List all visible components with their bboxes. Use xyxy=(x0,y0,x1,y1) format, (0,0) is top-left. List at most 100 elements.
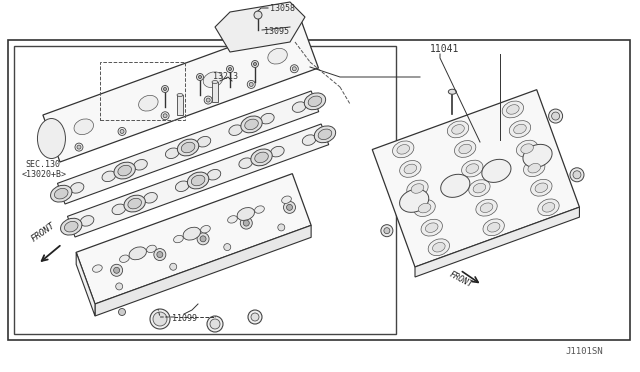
Ellipse shape xyxy=(204,72,223,87)
Ellipse shape xyxy=(302,135,316,145)
Ellipse shape xyxy=(80,216,94,226)
Ellipse shape xyxy=(531,179,552,196)
Ellipse shape xyxy=(181,142,195,153)
Circle shape xyxy=(157,251,163,257)
Ellipse shape xyxy=(433,243,445,252)
Ellipse shape xyxy=(476,199,497,216)
Circle shape xyxy=(384,228,390,234)
Circle shape xyxy=(570,168,584,182)
Ellipse shape xyxy=(521,144,533,153)
Ellipse shape xyxy=(516,140,538,157)
Ellipse shape xyxy=(538,199,559,216)
Ellipse shape xyxy=(282,196,291,203)
Ellipse shape xyxy=(129,247,147,260)
Ellipse shape xyxy=(237,208,255,221)
Ellipse shape xyxy=(74,119,93,135)
Text: J1101SN: J1101SN xyxy=(565,347,603,356)
Text: 11041: 11041 xyxy=(430,44,460,54)
Polygon shape xyxy=(76,174,311,304)
Ellipse shape xyxy=(308,96,322,107)
Circle shape xyxy=(77,145,81,149)
Circle shape xyxy=(111,264,123,276)
Circle shape xyxy=(118,308,125,315)
Ellipse shape xyxy=(212,80,218,83)
Circle shape xyxy=(251,313,259,321)
Ellipse shape xyxy=(399,161,421,177)
Bar xyxy=(177,95,183,115)
Circle shape xyxy=(204,96,212,104)
Ellipse shape xyxy=(183,227,200,240)
Circle shape xyxy=(228,67,232,71)
Ellipse shape xyxy=(292,102,306,112)
Ellipse shape xyxy=(118,165,131,176)
Circle shape xyxy=(75,143,83,151)
Ellipse shape xyxy=(404,164,417,174)
Ellipse shape xyxy=(61,218,82,235)
Text: 13095: 13095 xyxy=(264,27,289,36)
Polygon shape xyxy=(372,90,579,267)
Ellipse shape xyxy=(191,175,205,186)
Text: 11099: 11099 xyxy=(172,314,197,323)
Circle shape xyxy=(573,171,581,179)
Ellipse shape xyxy=(255,152,268,163)
Polygon shape xyxy=(215,2,305,52)
Ellipse shape xyxy=(421,219,442,236)
Circle shape xyxy=(153,312,167,326)
Bar xyxy=(8,40,630,340)
Ellipse shape xyxy=(426,223,438,232)
Ellipse shape xyxy=(483,219,504,236)
Circle shape xyxy=(284,201,296,214)
Circle shape xyxy=(548,109,563,123)
Ellipse shape xyxy=(244,119,259,130)
Circle shape xyxy=(170,263,177,270)
Ellipse shape xyxy=(175,181,189,192)
Ellipse shape xyxy=(70,183,84,193)
Text: 13058: 13058 xyxy=(270,4,295,13)
Ellipse shape xyxy=(318,129,332,140)
Ellipse shape xyxy=(188,172,209,189)
Ellipse shape xyxy=(124,195,145,212)
Ellipse shape xyxy=(200,225,211,233)
Circle shape xyxy=(248,310,262,324)
Circle shape xyxy=(252,61,259,67)
Circle shape xyxy=(161,86,168,93)
Ellipse shape xyxy=(120,255,129,262)
Circle shape xyxy=(287,204,292,210)
Circle shape xyxy=(240,217,252,229)
Ellipse shape xyxy=(480,203,493,212)
Ellipse shape xyxy=(260,113,274,124)
Ellipse shape xyxy=(93,265,102,272)
Ellipse shape xyxy=(139,95,158,111)
Circle shape xyxy=(163,87,166,90)
Ellipse shape xyxy=(459,144,472,154)
Ellipse shape xyxy=(173,235,183,243)
Ellipse shape xyxy=(228,216,237,223)
Circle shape xyxy=(116,283,123,290)
Ellipse shape xyxy=(528,163,541,173)
Text: <13020+B>: <13020+B> xyxy=(22,170,67,179)
Circle shape xyxy=(161,112,169,120)
Ellipse shape xyxy=(523,144,552,167)
Ellipse shape xyxy=(251,149,272,166)
Circle shape xyxy=(150,309,170,329)
Circle shape xyxy=(120,129,124,134)
Ellipse shape xyxy=(411,184,424,193)
Polygon shape xyxy=(76,252,95,316)
Ellipse shape xyxy=(407,180,428,197)
Circle shape xyxy=(114,267,120,273)
Circle shape xyxy=(207,316,223,332)
Ellipse shape xyxy=(239,158,252,169)
Ellipse shape xyxy=(461,160,483,177)
Circle shape xyxy=(210,319,220,329)
Ellipse shape xyxy=(509,121,531,137)
Ellipse shape xyxy=(419,203,431,213)
Circle shape xyxy=(163,114,167,118)
Polygon shape xyxy=(58,91,319,204)
Circle shape xyxy=(291,65,298,73)
Ellipse shape xyxy=(197,137,211,147)
Ellipse shape xyxy=(466,164,479,173)
Ellipse shape xyxy=(229,125,243,135)
Ellipse shape xyxy=(473,183,486,193)
Circle shape xyxy=(254,11,262,19)
Ellipse shape xyxy=(147,245,156,253)
